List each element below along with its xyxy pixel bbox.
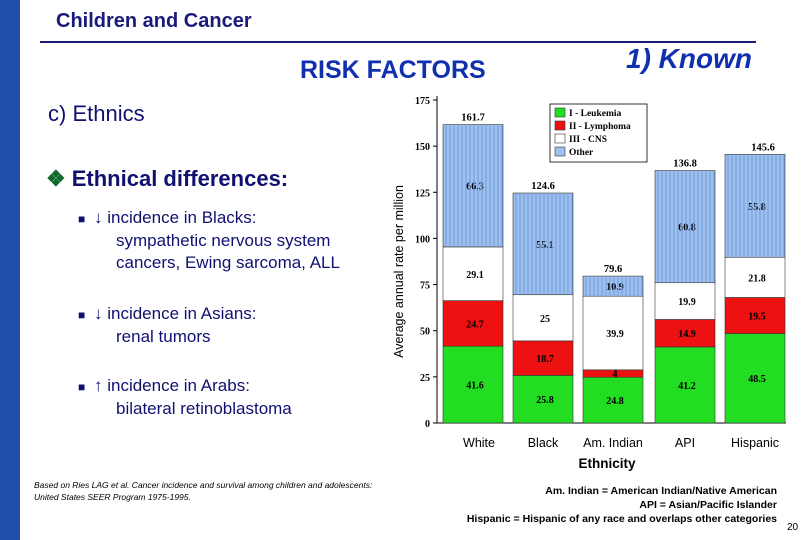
legend-box: [549, 103, 648, 163]
difference-item-arabs: ■ ↑ incidence in Arabs: bilateral retino…: [78, 375, 378, 420]
abbreviation-line: Am. Indian = American Indian/Native Amer…: [545, 485, 777, 497]
segment-data-label: 18.7: [536, 354, 554, 365]
difference-item-blacks: ■ ↓ incidence in Blacks: sympathetic ner…: [78, 207, 378, 274]
y-tick-label: 75: [420, 281, 430, 292]
bar-segment: [654, 346, 716, 424]
category-tick-label: API: [675, 436, 695, 450]
y-axis-label: Average annual rate per million: [392, 185, 406, 358]
item-line: bilateral retinoblastoma: [116, 399, 292, 418]
legend-swatch: [554, 120, 566, 131]
bar-segment: [442, 124, 504, 248]
legend-swatch: [554, 107, 566, 118]
category-tick-label: Black: [528, 436, 559, 450]
up-arrow-icon: ↑: [93, 376, 103, 395]
segment-data-label: 55.1: [536, 240, 554, 251]
segment-data-label: 19.9: [678, 297, 696, 308]
header-divider: [40, 41, 756, 43]
bar-segment: [582, 376, 644, 424]
abbreviation-line: Hispanic = Hispanic of any race and over…: [466, 513, 777, 525]
square-bullet-icon: ■: [78, 212, 86, 226]
abbreviation-line: API = Asian/Pacific Islander: [639, 499, 777, 511]
bar-segment: [442, 300, 504, 347]
segment-data-label: 60.8: [678, 223, 696, 234]
y-tick-label: 0: [425, 419, 430, 430]
segment-data-label: 19.5: [748, 311, 766, 322]
incidence-chart: Average annual rate per million 0 25 50 75 10…: [392, 96, 786, 471]
slide-subtitle: RISK FACTORS: [300, 56, 486, 84]
total-data-label: 136.8: [673, 159, 697, 170]
bar-segment: [512, 340, 574, 376]
y-tick-label: 175: [415, 96, 430, 107]
legend-entry: III - CNS: [569, 135, 607, 145]
bar-segment: [512, 192, 574, 296]
left-accent-bar: [0, 0, 20, 540]
differences-heading-text: Ethnical differences:: [71, 166, 289, 191]
differences-heading: ❖ Ethnical differences:: [46, 166, 288, 192]
segment-data-label: 25.8: [536, 395, 554, 406]
bar-segment: [724, 297, 786, 334]
item-line: incidence in Arabs:: [107, 376, 250, 395]
bar-segment: [654, 170, 716, 284]
segment-data-label: 29.1: [466, 270, 484, 281]
page-number: 20: [787, 522, 799, 533]
down-arrow-icon: ↓: [93, 208, 103, 227]
segment-data-label: 24.7: [466, 319, 484, 330]
y-tick-label: 50: [420, 327, 430, 338]
category-tick-label: Hispanic: [731, 436, 779, 450]
bar-segment: [512, 375, 574, 424]
section-label: c) Ethnics: [48, 101, 145, 126]
total-data-label: 79.6: [604, 264, 622, 275]
item-line: incidence in Blacks:: [107, 208, 257, 227]
y-tick-label: 125: [415, 188, 430, 199]
y-tick-label: 150: [415, 142, 430, 153]
item-line: sympathetic nervous system: [116, 231, 331, 250]
total-data-label: 124.6: [531, 181, 555, 192]
category-tick-label: White: [463, 436, 495, 450]
bar-segment: [582, 295, 644, 371]
item-line: incidence in Asians:: [107, 304, 257, 323]
legend-entry: I - Leukemia: [569, 109, 622, 119]
legend-swatch: [554, 146, 566, 157]
total-data-label: 161.7: [461, 113, 485, 124]
diamond-bullet-icon: ❖: [46, 166, 66, 191]
source-citation: Based on Ries LAG et al. Cancer incidenc…: [34, 480, 373, 502]
segment-data-label: 14.9: [678, 329, 696, 340]
segment-data-label: 48.5: [748, 374, 766, 385]
bar-segment: [724, 153, 786, 258]
segment-data-label: 25: [540, 314, 550, 325]
legend-entry: II - Lymphoma: [569, 122, 631, 132]
bar-segment: [654, 319, 716, 348]
difference-item-asians: ■ ↓ incidence in Asians: renal tumors: [78, 303, 378, 348]
y-tick-label: 100: [415, 234, 430, 245]
y-tick-label: 25: [420, 373, 430, 384]
segment-data-label: 41.6: [466, 381, 484, 392]
segment-data-label: 55.8: [748, 202, 766, 213]
segment-data-label: 39.9: [606, 329, 624, 340]
segment-data-label: 4: [613, 369, 618, 380]
segment-data-label: 10.9: [606, 282, 624, 293]
down-arrow-icon: ↓: [93, 304, 103, 323]
known-label: 1) Known: [626, 43, 752, 74]
segment-data-label: 66.3: [466, 182, 484, 193]
segment-data-label: 24.8: [606, 396, 624, 407]
category-tick-label: Am. Indian: [583, 436, 643, 450]
square-bullet-icon: ■: [78, 308, 86, 322]
legend-swatch: [554, 133, 566, 144]
bar-segment: [724, 333, 786, 424]
bar-segment: [442, 345, 504, 424]
header-title: Children and Cancer: [56, 10, 252, 32]
item-line: cancers, Ewing sarcoma, ALL: [116, 253, 340, 272]
square-bullet-icon: ■: [78, 380, 86, 394]
item-line: renal tumors: [116, 327, 211, 346]
total-data-label: 145.6: [751, 142, 775, 153]
bar-segment: [724, 256, 786, 298]
bar-segment: [512, 294, 574, 342]
bar-segment: [654, 282, 716, 320]
x-axis-label: Ethnicity: [578, 456, 635, 471]
segment-data-label: 41.2: [678, 381, 696, 392]
legend-entry: Other: [569, 148, 594, 158]
segment-data-label: 21.8: [748, 273, 766, 284]
abbreviations: Am. Indian = American Indian/Native Amer…: [405, 484, 777, 526]
